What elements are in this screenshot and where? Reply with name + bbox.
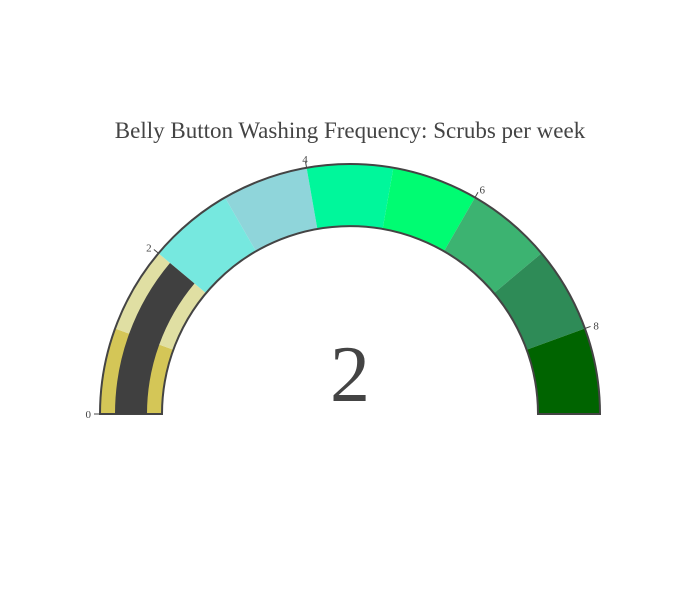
gauge-step-8 [526,328,600,414]
gauge-tick-label-8: 8 [593,320,599,332]
gauge-tick-8 [584,325,591,329]
gauge-step-5 [382,167,475,252]
gauge-ticks: 0 2 4 6 8 [86,154,600,421]
gauge-outline [98,163,602,415]
gauge-value: 2 [330,331,370,419]
gauge-step-3 [225,167,318,252]
gauge-step-2 [158,197,256,294]
gauge-tick-label-0: 0 [86,409,92,421]
gauge-tick-label-4: 4 [302,154,308,166]
gauge-value-bar [115,262,195,414]
chart-title: Belly Button Washing Frequency: Scrubs p… [115,118,586,143]
gauge-steps [98,163,602,415]
gauge-tick-6 [474,192,479,198]
gauge-tick-label-2: 2 [146,243,152,255]
gauge-tick-label-6: 6 [480,185,486,197]
gauge-bar-layer [115,262,195,414]
gauge-tick-2 [153,249,159,254]
gauge-step-6 [444,197,542,294]
gauge-tick-4 [305,161,308,168]
gauge-step-4 [306,164,394,229]
